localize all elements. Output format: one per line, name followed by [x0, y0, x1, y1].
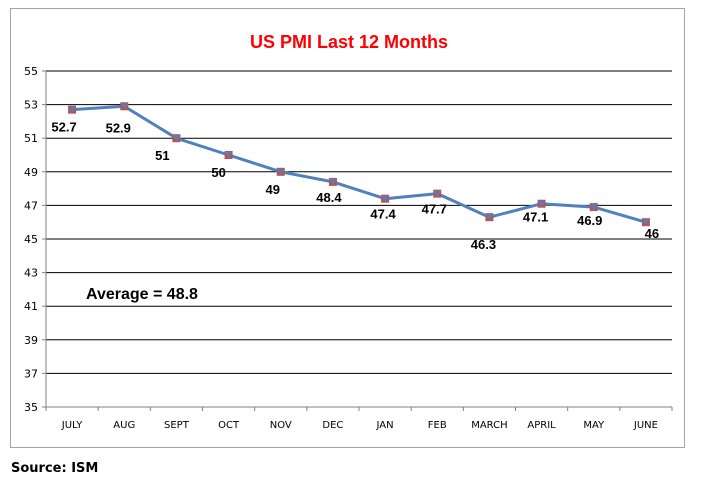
series-markers [68, 102, 650, 227]
data-labels: 52.7 52.9 51 50 49 48.4 47.4 47.7 46.3 47.1 46.9 46 [51, 120, 659, 253]
data-label: 47.1 [523, 210, 548, 225]
data-label: 47.7 [422, 202, 447, 217]
x-tick-label: DEC [322, 420, 343, 431]
data-label: 50 [211, 165, 225, 180]
y-tick-label: 47 [24, 199, 38, 212]
data-point-marker [276, 168, 285, 176]
x-tick-label: JUNE [633, 420, 658, 431]
data-point-marker [120, 103, 129, 111]
data-point-marker [641, 219, 650, 227]
y-tick-label: 53 [24, 99, 38, 112]
chart-frame [10, 8, 685, 448]
data-label: 46.3 [471, 237, 496, 252]
data-label: 51 [155, 148, 169, 163]
data-label: 52.9 [106, 120, 131, 135]
x-tick-label: AUG [113, 420, 135, 431]
x-tick-label: NOV [270, 420, 292, 431]
y-tick-label: 55 [24, 65, 38, 78]
y-tick-label: 41 [24, 300, 38, 313]
y-tick-label: 35 [24, 401, 38, 414]
data-label: 46 [645, 226, 659, 241]
y-tick-label: 37 [24, 367, 38, 380]
average-annotation: Average = 48.8 [86, 286, 198, 303]
data-point-marker [328, 178, 337, 186]
series-line [72, 104, 647, 224]
data-label: 47.4 [370, 207, 396, 222]
x-tick-label: FEB [428, 420, 447, 431]
series-line-path [72, 104, 647, 224]
data-label: 46.9 [577, 213, 602, 228]
data-label: 48.4 [316, 190, 342, 205]
data-point-marker [381, 195, 390, 203]
x-tick-label: MAY [583, 420, 605, 431]
x-tick-labels: JULY AUG SEPT OCT NOV DEC JAN FEB MARCH APRIL MAY J… [61, 420, 658, 431]
x-tick-label: JULY [61, 420, 84, 431]
source-note: Source: ISM [11, 461, 99, 476]
y-tick-label: 43 [24, 267, 38, 280]
data-point-marker [172, 135, 181, 143]
x-tick-label: JAN [376, 420, 394, 431]
data-label: 52.7 [51, 120, 76, 135]
x-tick-label: OCT [218, 420, 240, 431]
axes [42, 70, 673, 411]
y-tick-labels: 35 37 39 41 43 45 47 49 51 53 55 [24, 65, 38, 414]
y-tick-label: 49 [24, 166, 38, 179]
data-point-marker [485, 214, 494, 222]
data-point-marker [433, 190, 442, 198]
y-tick-label: 51 [24, 132, 38, 145]
data-point-marker [537, 200, 546, 208]
x-tick-label: MARCH [471, 420, 507, 431]
y-tick-label: 45 [24, 233, 38, 246]
data-point-marker [589, 204, 598, 212]
x-tick-label: APRIL [527, 420, 556, 431]
x-tick-label: SEPT [164, 420, 190, 431]
y-tick-label: 39 [24, 334, 38, 347]
chart-title: US PMI Last 12 Months [250, 32, 448, 52]
data-label: 49 [266, 182, 280, 197]
data-point-marker [224, 152, 233, 159]
data-point-marker [68, 106, 77, 114]
